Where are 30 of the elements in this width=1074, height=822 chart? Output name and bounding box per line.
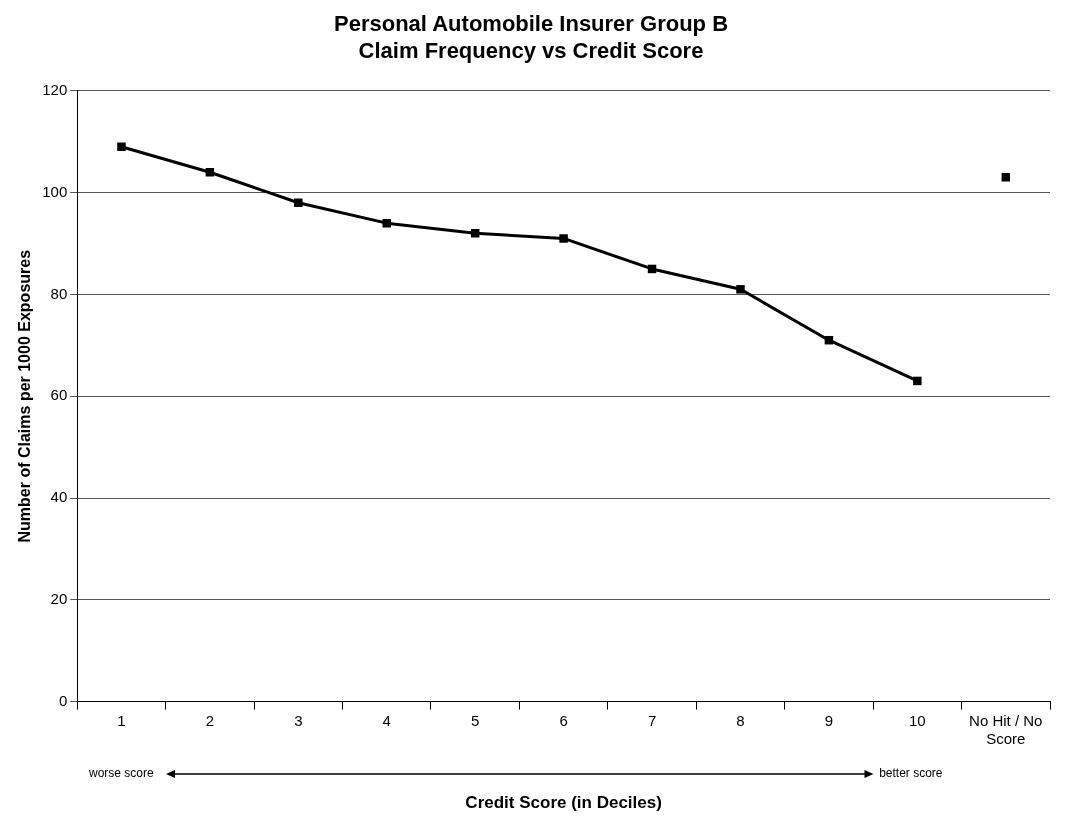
point: [470, 229, 480, 238]
x-tick-label: No Hit / No Score: [969, 711, 1043, 747]
point: [736, 285, 745, 294]
x-tick-label: 8: [736, 711, 745, 729]
x-tick-label: 9: [824, 711, 834, 729]
y-tick-label: 0: [58, 691, 68, 709]
y-tick-label: 100: [42, 182, 68, 200]
x-tick-label: 6: [559, 711, 568, 729]
y-tick-label: 40: [50, 488, 68, 506]
point: [117, 142, 126, 152]
x-tick-label: 4: [382, 711, 391, 729]
x-tick-label: 3: [294, 711, 303, 729]
y-tick-label: 80: [50, 284, 68, 302]
x-tick-label: 5: [471, 711, 480, 729]
y-tick-label: 120: [42, 80, 68, 98]
text: worse score: [87, 765, 154, 780]
x-tick-label: 1: [117, 711, 126, 729]
x-tick-label: 10: [909, 711, 926, 729]
point: [1001, 173, 1011, 182]
text: better score: [879, 765, 943, 780]
point: [559, 234, 568, 243]
y-tick-label: 60: [50, 386, 68, 404]
x-tick-label: 7: [647, 711, 657, 729]
point: [913, 376, 922, 386]
x-axis-title: Credit Score (in Deciles): [465, 793, 662, 813]
point: [294, 198, 303, 208]
x-tick-label: 2: [205, 711, 215, 729]
y-axis-title: Number of Claims per 1000 Exposures: [16, 249, 34, 543]
chart-title: Personal Automobile Insurer Group B Claim Frequency vs Credit Score: [333, 11, 729, 63]
y-tick-label: 20: [50, 589, 68, 607]
